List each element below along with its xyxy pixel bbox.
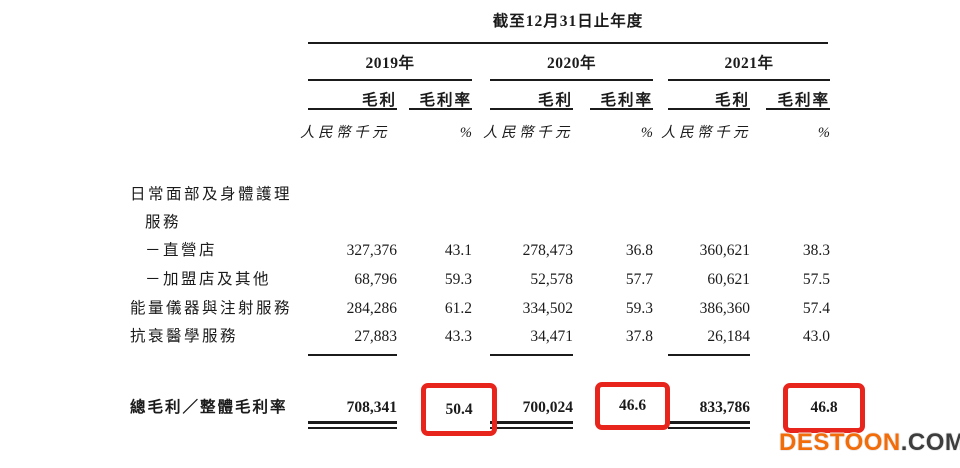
cell-direct-stores-2020-margin: 36.8 bbox=[625, 242, 653, 259]
unit-percent-2019: % bbox=[459, 125, 472, 141]
row-label-franchise-stores: －加盟店及其他 bbox=[145, 271, 272, 288]
row-label-daily-facial-body-care: 日常面部及身體護理 bbox=[130, 186, 293, 203]
cell-antiaging-2021-profit: 26,184 bbox=[707, 328, 750, 345]
subtotal-rule-2021 bbox=[668, 354, 750, 356]
total-double-rule-2019 bbox=[308, 421, 397, 429]
subtotal-rule-2019 bbox=[308, 354, 397, 356]
col-header-gross-margin-2021: 毛利率 bbox=[777, 92, 830, 109]
unit-currency-2021: 人民幣千元 bbox=[661, 125, 751, 141]
col-underline-gross-profit-2020 bbox=[490, 108, 573, 110]
cell-total-2021-profit: 833,786 bbox=[699, 399, 750, 416]
watermark-tld: .COM bbox=[900, 429, 960, 456]
cell-franchise-2021-margin: 57.5 bbox=[802, 271, 830, 288]
col-header-gross-profit-2019: 毛利 bbox=[361, 92, 397, 109]
cell-direct-stores-2021-profit: 360,621 bbox=[699, 242, 750, 259]
year-underline-2019 bbox=[308, 79, 472, 81]
cell-total-2021-margin: 46.8 bbox=[810, 399, 838, 416]
cell-franchise-2021-profit: 60,621 bbox=[707, 271, 750, 288]
total-double-rule-2020 bbox=[490, 421, 573, 429]
unit-percent-2020: % bbox=[640, 125, 653, 141]
cell-direct-stores-2021-margin: 38.3 bbox=[802, 242, 830, 259]
cell-franchise-2019-margin: 59.3 bbox=[444, 271, 472, 288]
cell-total-2019-profit: 708,341 bbox=[346, 399, 397, 416]
highlight-box-2020-margin: 46.6 bbox=[595, 382, 670, 430]
year-header-2019: 2019年 bbox=[365, 55, 415, 72]
cell-direct-stores-2019-margin: 43.1 bbox=[444, 242, 472, 259]
row-label-total-gross-profit: 總毛利／整體毛利率 bbox=[130, 399, 288, 416]
total-double-rule-2021 bbox=[668, 421, 750, 429]
col-header-gross-profit-2021: 毛利 bbox=[714, 92, 750, 109]
watermark-brand: DESTOON bbox=[779, 429, 901, 456]
cell-franchise-2019-profit: 68,796 bbox=[354, 271, 397, 288]
highlight-box-2021-margin: 46.8 bbox=[783, 383, 865, 433]
cell-antiaging-2019-margin: 43.3 bbox=[444, 328, 472, 345]
unit-percent-2021: % bbox=[817, 125, 830, 141]
watermark: DESTOON.COM bbox=[779, 429, 960, 457]
year-header-2021: 2021年 bbox=[724, 55, 774, 72]
cell-total-2020-profit: 700,024 bbox=[522, 399, 573, 416]
cell-total-2020-margin: 46.6 bbox=[618, 397, 647, 414]
cell-franchise-2020-margin: 57.7 bbox=[625, 271, 653, 288]
table-title: 截至12月31日止年度 bbox=[492, 13, 644, 30]
unit-currency-2020: 人民幣千元 bbox=[483, 125, 573, 141]
cell-direct-stores-2019-profit: 327,376 bbox=[346, 242, 397, 259]
year-underline-2021 bbox=[668, 79, 830, 81]
subtotal-rule-2020 bbox=[490, 354, 573, 356]
year-underline-2020 bbox=[490, 79, 653, 81]
cell-direct-stores-2020-profit: 278,473 bbox=[522, 242, 573, 259]
highlight-box-2019-margin: 50.4 bbox=[421, 383, 497, 436]
cell-energy-2020-profit: 334,502 bbox=[522, 300, 573, 317]
row-label-antiaging-medical-services: 抗衰醫學服務 bbox=[130, 328, 239, 345]
col-underline-gross-margin-2021 bbox=[766, 108, 830, 110]
cell-antiaging-2020-margin: 37.8 bbox=[625, 328, 653, 345]
cell-energy-2021-profit: 386,360 bbox=[699, 300, 750, 317]
row-label-energy-injection-services: 能量儀器與注射服務 bbox=[130, 300, 293, 317]
col-header-gross-margin-2019: 毛利率 bbox=[419, 92, 472, 109]
cell-antiaging-2019-profit: 27,883 bbox=[354, 328, 397, 345]
year-header-2020: 2020年 bbox=[546, 55, 596, 72]
cell-antiaging-2021-margin: 43.0 bbox=[802, 328, 830, 345]
cell-franchise-2020-profit: 52,578 bbox=[530, 271, 573, 288]
col-underline-gross-margin-2020 bbox=[590, 108, 653, 110]
cell-energy-2019-margin: 61.2 bbox=[444, 300, 472, 317]
col-header-gross-margin-2020: 毛利率 bbox=[600, 92, 653, 109]
table-top-rule bbox=[308, 42, 828, 44]
row-label-direct-stores: －直營店 bbox=[145, 242, 218, 259]
col-underline-gross-margin-2019 bbox=[409, 108, 472, 110]
cell-energy-2019-profit: 284,286 bbox=[346, 300, 397, 317]
cell-energy-2021-margin: 57.4 bbox=[802, 300, 830, 317]
col-underline-gross-profit-2021 bbox=[668, 108, 750, 110]
col-underline-gross-profit-2019 bbox=[308, 108, 397, 110]
cell-energy-2020-margin: 59.3 bbox=[625, 300, 653, 317]
col-header-gross-profit-2020: 毛利 bbox=[537, 92, 573, 109]
cell-total-2019-margin: 50.4 bbox=[445, 400, 473, 418]
row-label-services: 服務 bbox=[145, 214, 182, 231]
cell-antiaging-2020-profit: 34,471 bbox=[530, 328, 573, 345]
unit-currency-2019: 人民幣千元 bbox=[300, 125, 390, 141]
